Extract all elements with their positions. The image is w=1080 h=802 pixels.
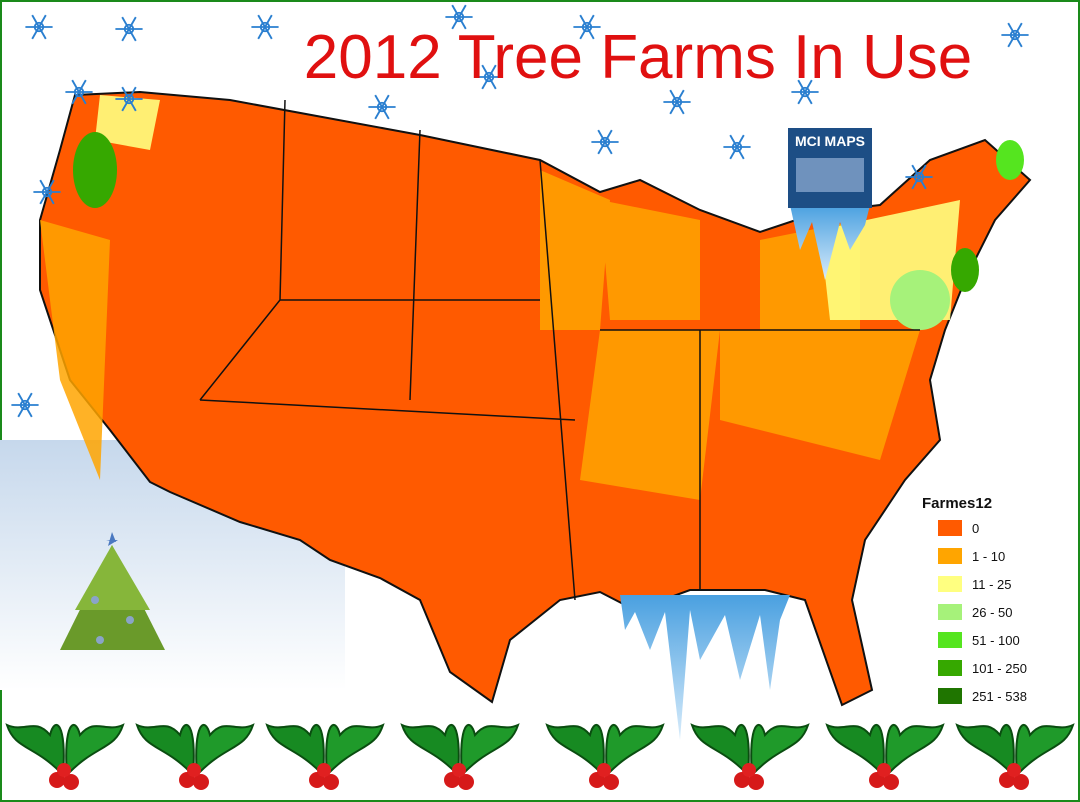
legend-label: 0 [972,521,979,536]
legend-label: 11 - 25 [972,577,1012,592]
legend-swatch [938,632,962,648]
icicles [620,205,870,740]
legend-swatch [938,520,962,536]
legend-title: Farmes12 [922,495,992,512]
us-map [39,90,1032,707]
legend: Farmes12 0 1 - 10 11 - 25 26 - 50 51 - 100 10… [922,495,1027,704]
legend-label: 251 - 538 [972,689,1027,704]
legend-label: 1 - 10 [972,549,1005,564]
legend-label: 101 - 250 [972,661,1027,676]
logo-text: MCI MAPS [795,133,865,149]
tree [60,532,165,650]
legend-swatch [938,576,962,592]
legend-swatch [938,604,962,620]
legend-swatch [938,688,962,704]
legend-swatch [938,660,962,676]
legend-label: 26 - 50 [972,605,1012,620]
legend-swatch [938,548,962,564]
map-title: 2012 Tree Farms In Use [304,23,973,92]
legend-label: 51 - 100 [972,633,1020,648]
logo: MCI MAPS [788,128,872,208]
